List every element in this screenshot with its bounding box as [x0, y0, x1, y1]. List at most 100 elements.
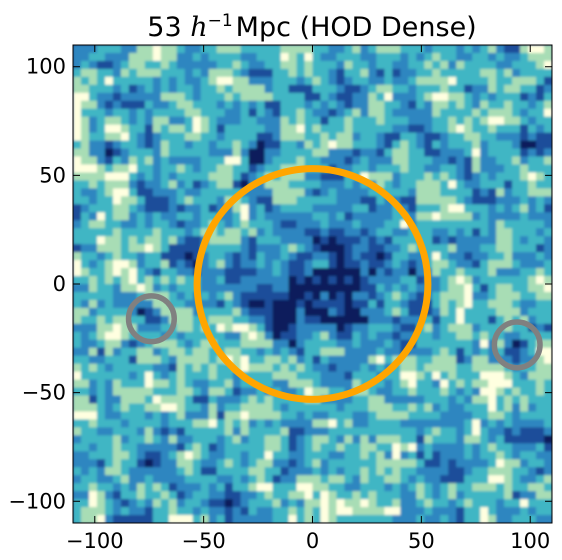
heatmap-cell	[440, 483, 449, 492]
heatmap-cell	[112, 355, 122, 365]
heatmap-cell	[272, 60, 282, 70]
heatmap-cell	[112, 515, 122, 523]
heatmap-cell	[200, 60, 210, 70]
heatmap-cell	[144, 236, 154, 245]
heatmap-cell	[352, 395, 361, 405]
heatmap-cell	[496, 459, 505, 468]
heatmap-cell	[128, 156, 138, 166]
heatmap-cell	[440, 212, 449, 221]
heatmap-cell	[136, 100, 146, 110]
heatmap-cell	[352, 164, 361, 174]
heatmap-cell	[144, 68, 154, 78]
heatmap-cell	[408, 443, 417, 452]
heatmap-cell	[304, 347, 314, 357]
heatmap-cell	[392, 140, 401, 150]
heatmap-cell	[352, 196, 361, 205]
heatmap-cell	[136, 323, 146, 333]
heatmap-cell	[176, 451, 186, 460]
heatmap-cell	[176, 491, 186, 500]
heatmap-cell	[136, 76, 146, 86]
heatmap-cell	[544, 116, 552, 126]
heatmap-cell	[232, 172, 242, 182]
heatmap-cell	[376, 339, 385, 349]
heatmap-cell	[192, 92, 202, 102]
heatmap-cell	[200, 164, 210, 174]
heatmap-cell	[280, 347, 290, 357]
heatmap-cell	[376, 299, 385, 309]
heatmap-cell	[264, 307, 274, 317]
heatmap-cell	[480, 188, 489, 197]
heatmap-cell	[216, 268, 226, 277]
heatmap-cell	[144, 45, 154, 54]
heatmap-cell	[128, 220, 138, 229]
heatmap-cell	[544, 45, 552, 54]
heatmap-cell	[360, 108, 369, 118]
heatmap-cell	[296, 379, 306, 389]
heatmap-cell	[480, 475, 489, 484]
heatmap-cell	[504, 403, 513, 413]
heatmap-cell	[448, 451, 457, 460]
heatmap-cell	[512, 475, 521, 484]
heatmap-cell	[344, 507, 354, 516]
heatmap-cell	[424, 76, 433, 86]
heatmap-cell	[392, 475, 401, 484]
heatmap-cell	[432, 260, 441, 269]
heatmap-cell	[376, 427, 385, 436]
heatmap-cell	[264, 92, 274, 102]
heatmap-cell	[496, 60, 505, 70]
heatmap-cell	[296, 276, 306, 285]
heatmap-cell	[304, 268, 314, 277]
heatmap-cell	[416, 331, 425, 341]
heatmap-cell	[416, 204, 425, 213]
heatmap-cell	[360, 228, 369, 237]
heatmap-cell	[336, 363, 346, 373]
heatmap-cell	[192, 427, 202, 436]
heatmap-cell	[256, 355, 266, 365]
heatmap-cell	[344, 148, 354, 158]
heatmap-cell	[472, 68, 481, 78]
heatmap-cell	[520, 371, 529, 381]
heatmap-cell	[312, 435, 322, 444]
heatmap-cell	[304, 92, 314, 102]
heatmap-cell	[400, 395, 409, 405]
heatmap-cell	[536, 491, 545, 500]
heatmap-cell	[416, 124, 425, 134]
heatmap-cell	[464, 355, 473, 365]
heatmap-cell	[240, 507, 250, 516]
heatmap-cell	[488, 467, 497, 476]
heatmap-cell	[488, 172, 497, 182]
heatmap-cell	[480, 395, 489, 405]
heatmap-cell	[440, 204, 449, 213]
heatmap-cell	[256, 395, 266, 405]
heatmap-cell	[184, 220, 194, 229]
heatmap-cell	[424, 140, 433, 150]
heatmap-cell	[136, 387, 146, 397]
heatmap-cell	[264, 427, 274, 436]
heatmap-cell	[496, 164, 505, 174]
heatmap-cell	[368, 45, 377, 54]
heatmap-cell	[488, 443, 497, 452]
heatmap-cell	[144, 204, 154, 213]
heatmap-cell	[128, 443, 138, 452]
heatmap-cell	[480, 124, 489, 134]
heatmap-cell	[360, 60, 369, 70]
heatmap-cell	[328, 52, 338, 62]
heatmap-cell	[392, 84, 401, 94]
heatmap-cell	[376, 196, 385, 205]
heatmap-cell	[360, 499, 369, 508]
heatmap-cell	[440, 188, 449, 197]
heatmap-cell	[264, 475, 274, 484]
heatmap-cell	[472, 148, 481, 158]
heatmap-cell	[392, 411, 401, 421]
heatmap-cell	[392, 427, 401, 436]
heatmap-cell	[456, 188, 465, 197]
heatmap-cell	[144, 116, 154, 126]
heatmap-cell	[448, 92, 457, 102]
heatmap-cell	[192, 459, 202, 468]
heatmap-cell	[416, 76, 425, 86]
heatmap-cell	[136, 403, 146, 413]
heatmap-cell	[128, 315, 138, 325]
heatmap-cell	[73, 140, 82, 150]
heatmap-cell	[264, 252, 274, 261]
heatmap-cell	[424, 132, 433, 142]
